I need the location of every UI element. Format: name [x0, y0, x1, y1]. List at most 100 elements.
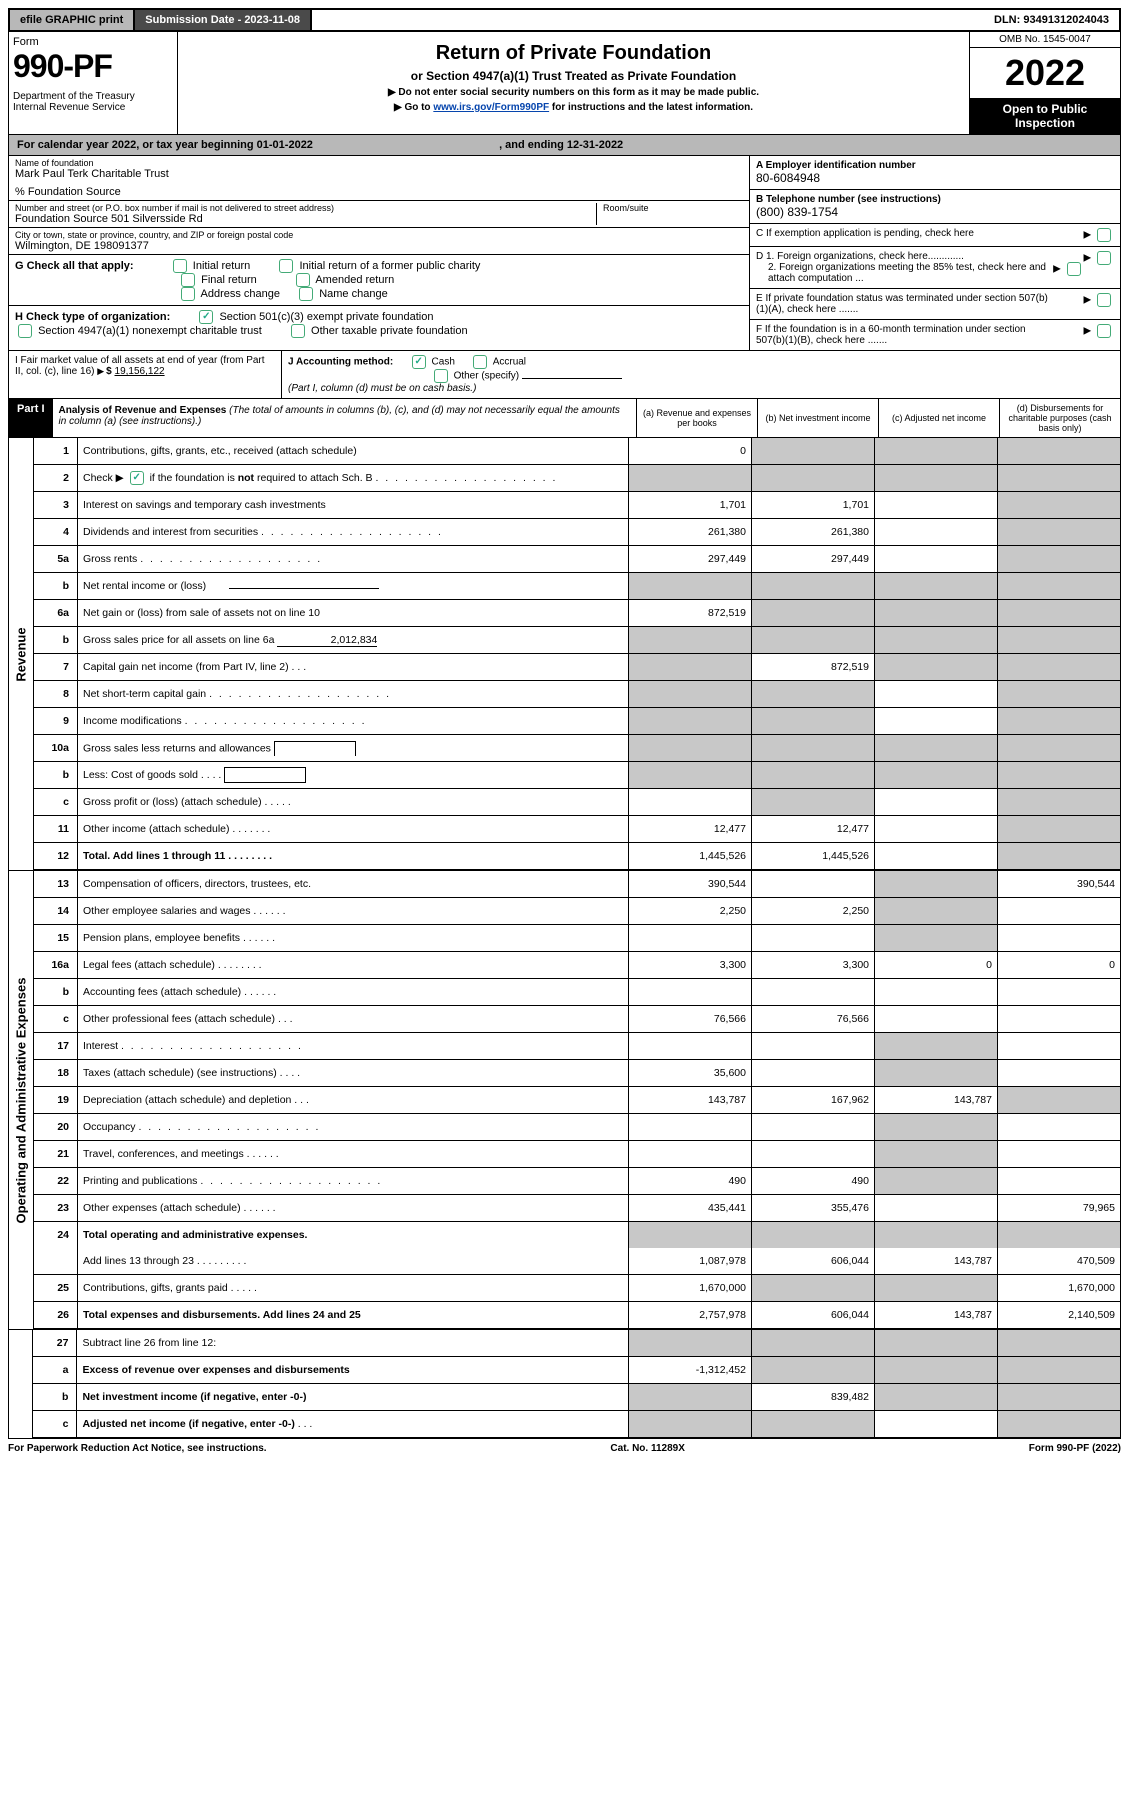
- row-17: 17Interest: [34, 1033, 1120, 1060]
- row-3: 3Interest on savings and temporary cash …: [34, 492, 1120, 519]
- form-instr1: ▶ Do not enter social security numbers o…: [184, 87, 963, 98]
- cb-cash[interactable]: [412, 355, 426, 369]
- care-of: % Foundation Source: [15, 186, 743, 198]
- cb-address-change[interactable]: [181, 287, 195, 301]
- tel-label: B Telephone number (see instructions): [756, 194, 941, 205]
- part1-header-row: Part I Analysis of Revenue and Expenses …: [8, 399, 1121, 438]
- tel-block: B Telephone number (see instructions) (8…: [750, 190, 1120, 224]
- col-d-head: (d) Disbursements for charitable purpose…: [999, 399, 1120, 437]
- form-center: Return of Private Foundation or Section …: [178, 32, 969, 134]
- efile-print-button[interactable]: efile GRAPHIC print: [10, 10, 133, 30]
- row-27b: bNet investment income (if negative, ent…: [33, 1384, 1120, 1411]
- g-o3: Final return: [201, 274, 257, 286]
- cb-initial-return[interactable]: [173, 259, 187, 273]
- row-21: 21Travel, conferences, and meetings . . …: [34, 1141, 1120, 1168]
- fmv-block: I Fair market value of all assets at end…: [9, 351, 282, 398]
- row-4: 4Dividends and interest from securities …: [34, 519, 1120, 546]
- row-1: 1Contributions, gifts, grants, etc., rec…: [34, 438, 1120, 465]
- col-c-head: (c) Adjusted net income: [878, 399, 999, 437]
- cb-exemption-pending[interactable]: [1097, 228, 1111, 242]
- cb-name-change[interactable]: [299, 287, 313, 301]
- h-label: H Check type of organization:: [15, 311, 170, 323]
- cal-end: 12-31-2022: [567, 139, 623, 151]
- cb-schB[interactable]: [130, 471, 144, 485]
- row-20: 20Occupancy: [34, 1114, 1120, 1141]
- g-o6: Name change: [319, 288, 388, 300]
- cb-status-terminated[interactable]: [1097, 293, 1111, 307]
- line27-table: 27Subtract line 26 from line 12: aExcess…: [33, 1330, 1120, 1438]
- d1-label: D 1. Foreign organizations, check here..…: [756, 251, 964, 262]
- instr2-suffix: for instructions and the latest informat…: [549, 102, 753, 113]
- row-27a: aExcess of revenue over expenses and dis…: [33, 1357, 1120, 1384]
- row-24: 24Total operating and administrative exp…: [34, 1222, 1120, 1249]
- form-title: Return of Private Foundation: [184, 42, 963, 65]
- j-note: (Part I, column (d) must be on cash basi…: [288, 383, 476, 394]
- top-bar: efile GRAPHIC print Submission Date - 20…: [8, 8, 1121, 32]
- h-check-section: H Check type of organization: Section 50…: [9, 306, 749, 342]
- form-number: 990-PF: [13, 48, 173, 85]
- row-27c: cAdjusted net income (if negative, enter…: [33, 1411, 1120, 1438]
- row-16a: 16aLegal fees (attach schedule) . . . . …: [34, 952, 1120, 979]
- irs-link[interactable]: www.irs.gov/Form990PF: [433, 102, 549, 113]
- j-other: Other (specify): [454, 371, 520, 382]
- cal-mid: , and ending: [499, 139, 567, 151]
- cb-60month[interactable]: [1097, 324, 1111, 338]
- row-6a: 6aNet gain or (loss) from sale of assets…: [34, 600, 1120, 627]
- room-label: Room/suite: [596, 203, 743, 225]
- cb-85pct[interactable]: [1067, 262, 1081, 276]
- row-18: 18Taxes (attach schedule) (see instructi…: [34, 1060, 1120, 1087]
- cb-initial-public[interactable]: [279, 259, 293, 273]
- cb-accrual[interactable]: [473, 355, 487, 369]
- city-block: City or town, state or province, country…: [9, 228, 749, 255]
- foundation-name: Mark Paul Terk Charitable Trust: [15, 168, 743, 180]
- row-19: 19Depreciation (attach schedule) and dep…: [34, 1087, 1120, 1114]
- h-o2: Section 4947(a)(1) nonexempt charitable …: [38, 325, 262, 337]
- f-block: F If the foundation is in a 60-month ter…: [750, 320, 1120, 350]
- calendar-year-line: For calendar year 2022, or tax year begi…: [8, 135, 1121, 156]
- part1-label: Part I: [9, 399, 53, 437]
- f-label: F If the foundation is in a 60-month ter…: [756, 324, 1056, 346]
- d2-label: 2. Foreign organizations meeting the 85%…: [756, 262, 1048, 284]
- name-block: Name of foundation Mark Paul Terk Charit…: [9, 156, 749, 201]
- cb-final-return[interactable]: [181, 273, 195, 287]
- cb-4947[interactable]: [18, 324, 32, 338]
- dept-text: Department of the Treasury Internal Reve…: [13, 91, 173, 113]
- cb-other-method[interactable]: [434, 369, 448, 383]
- e-block: E If private foundation status was termi…: [750, 289, 1120, 320]
- row-6b: bGross sales price for all assets on lin…: [34, 627, 1120, 654]
- row-24b: Add lines 13 through 23 . . . . . . . . …: [34, 1248, 1120, 1275]
- submission-date: Submission Date - 2023-11-08: [133, 10, 312, 30]
- ein-value: 80-6084948: [756, 171, 820, 185]
- cb-other-taxable[interactable]: [291, 324, 305, 338]
- g-o4: Amended return: [315, 274, 394, 286]
- j-accrual: Accrual: [493, 357, 526, 368]
- part1-title: Analysis of Revenue and Expenses: [59, 405, 227, 416]
- row-16b: bAccounting fees (attach schedule) . . .…: [34, 979, 1120, 1006]
- page-footer: For Paperwork Reduction Act Notice, see …: [8, 1439, 1121, 1458]
- c-block: C If exemption application is pending, c…: [750, 224, 1120, 247]
- g-o5: Address change: [201, 288, 281, 300]
- cb-amended[interactable]: [296, 273, 310, 287]
- row-9: 9Income modifications: [34, 708, 1120, 735]
- row-16c: cOther professional fees (attach schedul…: [34, 1006, 1120, 1033]
- row-26: 26Total expenses and disbursements. Add …: [34, 1302, 1120, 1329]
- form-header-row: Form 990-PF Department of the Treasury I…: [8, 32, 1121, 135]
- footer-left: For Paperwork Reduction Act Notice, see …: [8, 1443, 267, 1454]
- footer-right: Form 990-PF (2022): [1029, 1443, 1121, 1454]
- line27-block: 27Subtract line 26 from line 12: aExcess…: [8, 1330, 1121, 1439]
- form-instr2-line: ▶ Go to www.irs.gov/Form990PF for instru…: [184, 102, 963, 113]
- city-text: Wilmington, DE 198091377: [15, 240, 743, 252]
- row-15: 15Pension plans, employee benefits . . .…: [34, 925, 1120, 952]
- row-22: 22Printing and publications 490490: [34, 1168, 1120, 1195]
- cb-foreign-org[interactable]: [1097, 251, 1111, 265]
- row-10c: cGross profit or (loss) (attach schedule…: [34, 789, 1120, 816]
- row-7: 7Capital gain net income (from Part IV, …: [34, 654, 1120, 681]
- cal-begin: 01-01-2022: [257, 139, 313, 151]
- row-10b: bLess: Cost of goods sold . . . .: [34, 762, 1120, 789]
- dln-text: DLN: 93491312024043: [984, 10, 1119, 30]
- col-b-head: (b) Net investment income: [757, 399, 878, 437]
- cb-501c3[interactable]: [199, 310, 213, 324]
- col-a-head: (a) Revenue and expenses per books: [636, 399, 757, 437]
- part1-desc: Analysis of Revenue and Expenses (The to…: [53, 399, 636, 437]
- form-subtitle: or Section 4947(a)(1) Trust Treated as P…: [184, 69, 963, 83]
